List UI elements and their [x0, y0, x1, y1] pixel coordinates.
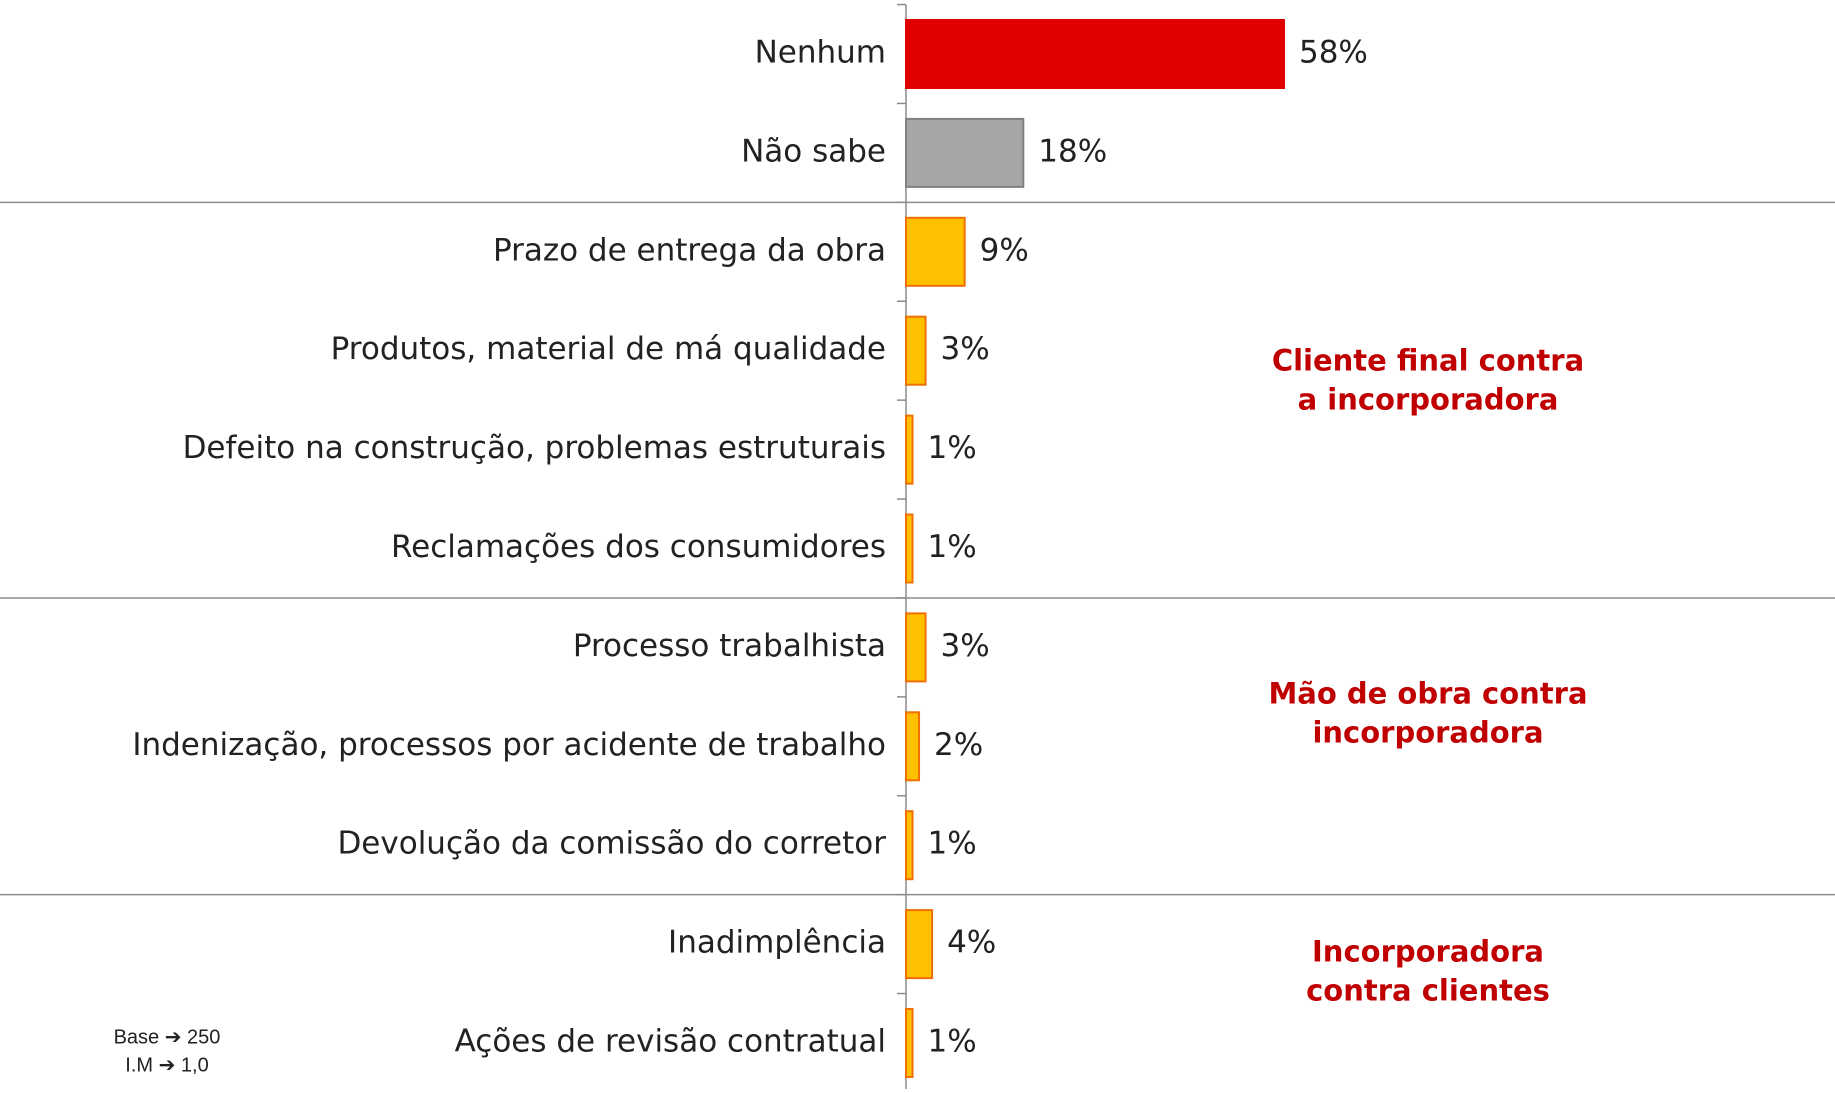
value-label: 3% — [941, 331, 990, 367]
value-label: 1% — [928, 529, 977, 565]
bar — [905, 612, 927, 683]
bar — [905, 810, 914, 881]
category-label: Prazo de entrega da obra — [493, 232, 886, 268]
category-label: Devolução da comissão do corretor — [337, 826, 886, 862]
bar — [905, 19, 1285, 89]
group-annotation: Mão de obra contra — [1268, 677, 1587, 711]
group-annotation: a incorporadora — [1298, 383, 1559, 417]
bar — [905, 1008, 914, 1078]
bar — [905, 909, 934, 980]
value-label: 2% — [934, 727, 983, 763]
bar — [905, 315, 927, 386]
category-label: Indenização, processos por acidente de t… — [132, 727, 886, 763]
category-label: Nenhum — [755, 35, 886, 71]
footnote: Base ➔ 250 — [114, 1026, 221, 1048]
category-label: Não sabe — [741, 133, 886, 169]
bar — [905, 711, 921, 782]
category-label: Reclamações dos consumidores — [391, 529, 886, 565]
group-annotation: contra clientes — [1306, 974, 1550, 1008]
bar — [905, 216, 966, 287]
value-label: 1% — [928, 826, 977, 862]
group-annotation: incorporadora — [1312, 716, 1543, 750]
value-label: 9% — [980, 232, 1029, 268]
category-label: Produtos, material de má qualidade — [331, 331, 886, 367]
value-label: 58% — [1299, 35, 1368, 71]
group-annotation: Incorporadora — [1312, 935, 1544, 969]
value-label: 3% — [941, 628, 990, 664]
value-label: 1% — [928, 430, 977, 466]
category-label: Ações de revisão contratual — [455, 1024, 886, 1060]
bar — [905, 117, 1025, 188]
value-label: 1% — [928, 1024, 977, 1060]
value-label: 4% — [947, 925, 996, 961]
value-label: 18% — [1038, 133, 1107, 169]
footnote: I.M ➔ 1,0 — [125, 1054, 208, 1076]
group-annotation: Cliente final contra — [1272, 344, 1584, 378]
category-label: Inadimplência — [668, 925, 886, 961]
category-label: Defeito na construção, problemas estrutu… — [183, 430, 886, 466]
category-label: Processo trabalhista — [573, 628, 886, 664]
bar — [905, 513, 914, 584]
bar — [905, 414, 914, 485]
